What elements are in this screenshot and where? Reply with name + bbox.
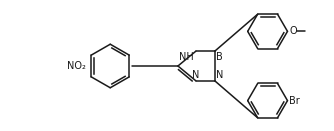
Text: Br: Br <box>290 96 300 106</box>
Text: O: O <box>290 26 297 36</box>
Text: N: N <box>216 70 224 80</box>
Text: N: N <box>191 70 199 80</box>
Text: B: B <box>216 52 223 62</box>
Text: NH: NH <box>179 52 194 62</box>
Text: NO₂: NO₂ <box>67 61 86 71</box>
